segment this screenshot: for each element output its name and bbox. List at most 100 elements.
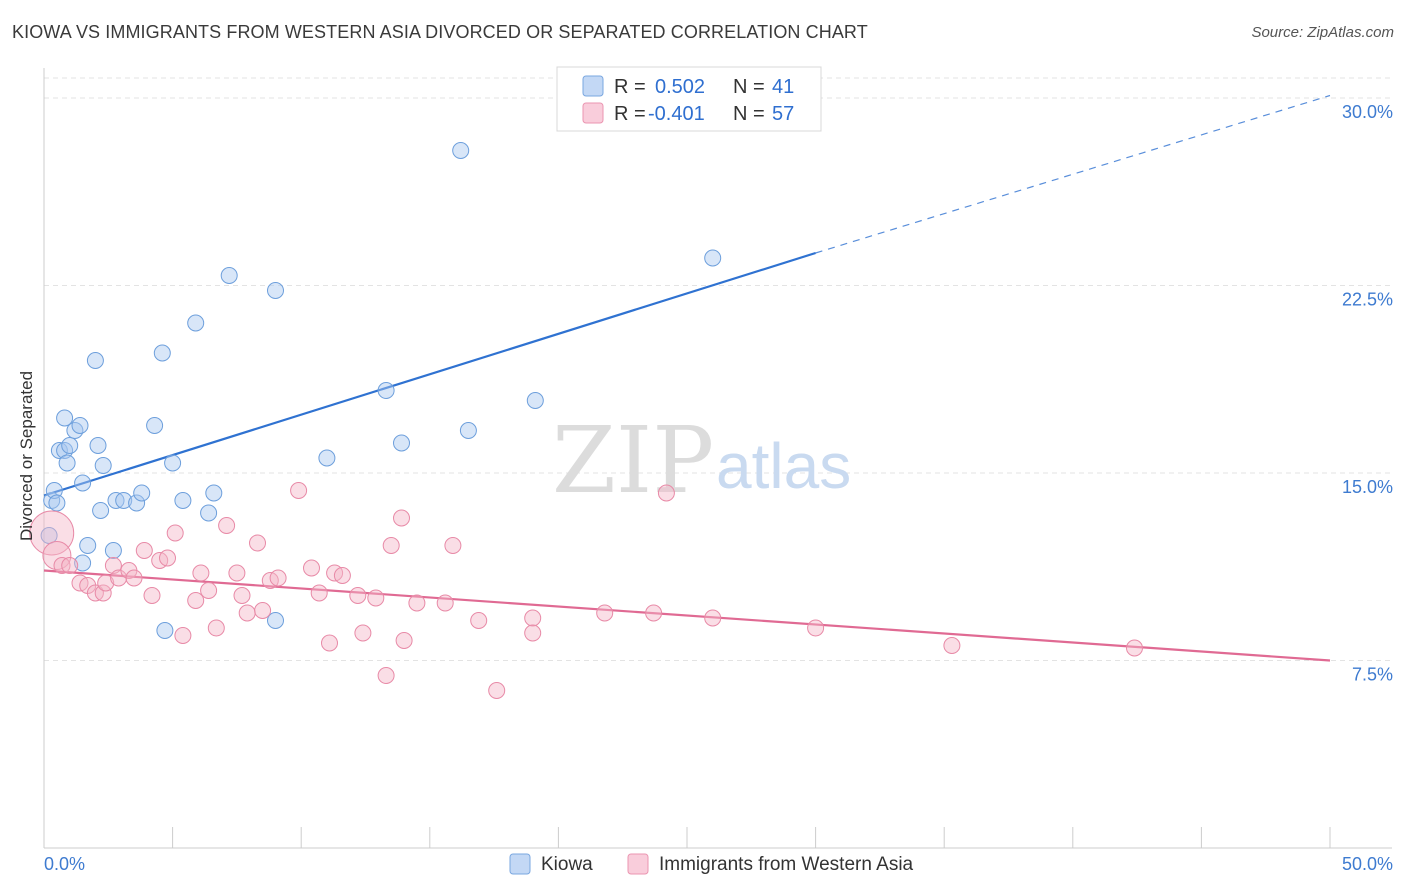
point-kiowa bbox=[153, 344, 171, 362]
x-tick-labels: 0.0% 50.0% bbox=[44, 854, 1393, 874]
point-kiowa bbox=[50, 442, 68, 459]
point-western-asia bbox=[29, 510, 75, 556]
trend-line-western-asia bbox=[43, 569, 1331, 662]
chart-title: KIOWA VS IMMIGRANTS FROM WESTERN ASIA DI… bbox=[12, 22, 868, 42]
point-western-asia bbox=[444, 537, 462, 554]
y-tick-label: 30.0% bbox=[1342, 102, 1393, 122]
point-kiowa bbox=[133, 484, 151, 502]
point-kiowa bbox=[459, 422, 477, 439]
point-western-asia bbox=[807, 619, 825, 637]
point-western-asia bbox=[125, 569, 143, 587]
point-western-asia bbox=[524, 624, 542, 642]
point-kiowa bbox=[393, 434, 410, 452]
point-kiowa bbox=[74, 554, 92, 572]
point-western-asia bbox=[524, 609, 542, 627]
point-western-asia bbox=[233, 587, 251, 604]
point-kiowa bbox=[92, 502, 110, 519]
point-western-asia bbox=[377, 667, 395, 684]
point-kiowa bbox=[164, 454, 182, 472]
legend-swatch-kiowa bbox=[582, 75, 604, 97]
point-western-asia bbox=[97, 574, 115, 592]
point-kiowa bbox=[61, 437, 79, 454]
y-tick-label: 15.0% bbox=[1342, 477, 1393, 497]
point-kiowa bbox=[94, 457, 112, 474]
point-kiowa bbox=[104, 542, 122, 559]
point-western-asia bbox=[321, 634, 338, 652]
point-western-asia bbox=[408, 594, 426, 612]
x-tick-label-max: 50.0% bbox=[1342, 854, 1393, 874]
point-kiowa bbox=[89, 437, 107, 454]
point-kiowa bbox=[48, 494, 66, 512]
point-western-asia bbox=[488, 682, 506, 699]
point-western-asia bbox=[218, 517, 236, 534]
point-kiowa bbox=[205, 484, 223, 502]
legend-r-label-kiowa: R = bbox=[614, 76, 646, 98]
point-kiowa bbox=[128, 494, 146, 512]
point-kiowa bbox=[45, 482, 63, 499]
point-western-asia bbox=[104, 557, 122, 574]
watermark-atlas: atlas bbox=[716, 430, 851, 502]
series-legend: Kiowa Immigrants from Western Asia bbox=[509, 853, 914, 875]
y-tick-label: 7.5% bbox=[1352, 665, 1393, 685]
point-kiowa bbox=[187, 314, 205, 332]
x-tick-label-min: 0.0% bbox=[44, 854, 85, 874]
legend-n-label-kiowa: N = bbox=[733, 76, 765, 98]
bottom-legend-label-western-asia: Immigrants from Western Asia bbox=[659, 854, 914, 875]
point-kiowa bbox=[74, 474, 92, 492]
point-kiowa bbox=[452, 142, 470, 159]
point-kiowa bbox=[58, 454, 76, 472]
legend-swatch-western-asia bbox=[582, 102, 604, 124]
bottom-legend-label-kiowa: Kiowa bbox=[541, 854, 593, 875]
point-western-asia bbox=[349, 587, 367, 604]
point-kiowa bbox=[200, 504, 218, 522]
bottom-legend-swatch-kiowa bbox=[509, 853, 531, 875]
bottom-legend-swatch-western-asia bbox=[627, 853, 649, 875]
point-western-asia bbox=[174, 627, 192, 644]
point-kiowa bbox=[71, 417, 89, 434]
point-kiowa bbox=[156, 622, 174, 639]
watermark-zip: ZIP bbox=[552, 407, 714, 514]
point-western-asia bbox=[94, 584, 112, 602]
point-kiowa bbox=[267, 612, 284, 629]
point-kiowa bbox=[526, 392, 544, 409]
point-kiowa bbox=[377, 382, 395, 399]
point-western-asia bbox=[657, 484, 675, 502]
point-western-asia bbox=[354, 624, 372, 642]
point-western-asia bbox=[645, 604, 663, 622]
point-western-asia bbox=[395, 632, 413, 649]
point-western-asia bbox=[470, 612, 488, 629]
stats-legend: R = 0.502 N = 41 R = -0.401 N = 57 bbox=[556, 66, 822, 132]
legend-n-value-kiowa: 41 bbox=[772, 76, 794, 98]
point-western-asia bbox=[596, 604, 614, 622]
point-western-asia bbox=[42, 541, 72, 570]
y-tick-labels: 7.5% 15.0% 22.5% 30.0% bbox=[1342, 102, 1393, 685]
point-kiowa bbox=[66, 422, 84, 439]
point-western-asia bbox=[269, 569, 287, 587]
point-kiowa bbox=[86, 352, 104, 369]
point-western-asia bbox=[254, 602, 272, 619]
point-western-asia bbox=[333, 567, 351, 584]
axes bbox=[43, 68, 1392, 849]
point-western-asia bbox=[290, 482, 308, 499]
point-western-asia bbox=[393, 509, 410, 527]
legend-r-value-western-asia: -0.401 bbox=[648, 103, 705, 125]
point-kiowa bbox=[267, 282, 284, 299]
point-kiowa bbox=[56, 409, 74, 427]
point-western-asia bbox=[228, 564, 246, 582]
legend-r-label-western-asia: R = bbox=[614, 103, 646, 125]
legend-n-value-western-asia: 57 bbox=[772, 103, 794, 125]
point-western-asia bbox=[238, 604, 256, 622]
y-tick-label: 22.5% bbox=[1342, 290, 1393, 310]
point-western-asia bbox=[166, 524, 184, 542]
point-western-asia bbox=[367, 589, 385, 607]
point-western-asia bbox=[943, 637, 961, 654]
point-kiowa bbox=[79, 537, 97, 554]
point-kiowa bbox=[318, 449, 336, 467]
point-western-asia bbox=[143, 587, 161, 604]
point-western-asia bbox=[200, 582, 218, 599]
point-kiowa bbox=[174, 492, 192, 509]
point-western-asia bbox=[1126, 639, 1143, 657]
point-kiowa bbox=[56, 442, 74, 459]
point-western-asia bbox=[192, 564, 210, 582]
